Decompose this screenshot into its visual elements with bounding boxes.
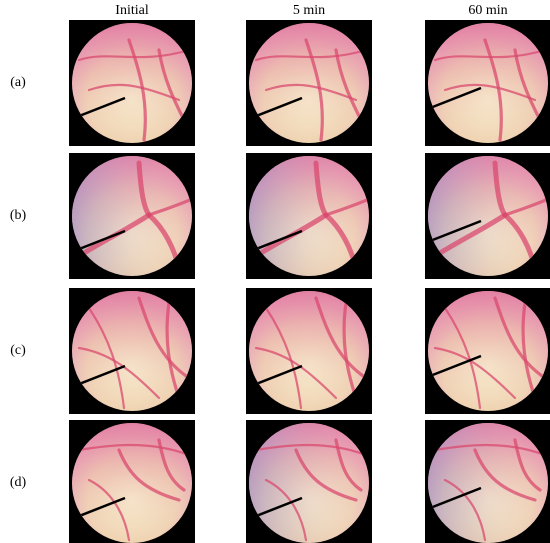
egg-view <box>249 23 369 143</box>
egg-shade <box>249 423 369 543</box>
needle <box>428 219 482 245</box>
vessel <box>521 301 537 400</box>
vessel <box>443 306 482 410</box>
vessel <box>264 83 358 102</box>
egg-view <box>72 291 192 411</box>
needle <box>428 354 482 380</box>
vessel <box>137 296 191 380</box>
vessel <box>483 38 503 142</box>
egg-shade <box>428 156 548 276</box>
egg-view <box>72 23 192 143</box>
egg-shade <box>249 156 369 276</box>
vessel <box>493 296 547 380</box>
vessel <box>314 296 368 380</box>
egg-shade <box>72 156 192 276</box>
egg-top <box>72 423 192 543</box>
egg-image <box>246 420 372 543</box>
vessel <box>254 48 368 62</box>
vessel <box>433 48 547 62</box>
egg-image <box>425 20 550 146</box>
vessel <box>433 443 547 457</box>
vessel <box>254 346 338 400</box>
egg-image <box>425 420 550 543</box>
vessel <box>264 306 303 410</box>
egg-image <box>69 420 195 543</box>
vessel <box>77 48 191 62</box>
vessel <box>334 438 363 492</box>
egg-shade <box>428 423 548 543</box>
egg-image <box>246 288 372 414</box>
vessel <box>473 448 537 502</box>
vessel <box>87 306 126 410</box>
vessel <box>254 443 368 457</box>
egg-image <box>425 153 550 279</box>
egg-top <box>428 23 548 143</box>
egg-view <box>428 156 548 276</box>
vessel <box>77 443 191 457</box>
column-header: Initial <box>115 3 149 18</box>
row-label: (c) <box>10 343 26 358</box>
egg-view <box>249 291 369 411</box>
egg-image <box>69 153 195 279</box>
egg-image <box>425 288 550 414</box>
vessel <box>294 448 358 502</box>
vessel <box>437 212 508 256</box>
row-label: (d) <box>10 475 27 490</box>
egg-image <box>69 288 195 414</box>
egg-view <box>428 423 548 543</box>
egg-view <box>72 156 192 276</box>
egg-image <box>246 20 372 146</box>
vessel <box>117 448 181 502</box>
vessel <box>443 83 537 102</box>
vessel <box>127 38 147 142</box>
column-header: 5 min <box>293 3 325 18</box>
vessel <box>87 83 181 102</box>
egg-view <box>72 423 192 543</box>
vessel <box>513 48 542 122</box>
image-grid <box>69 20 550 543</box>
row-label: (a) <box>10 75 26 90</box>
egg-top <box>72 23 192 143</box>
egg-top <box>249 23 369 143</box>
vessel <box>342 301 358 400</box>
vessel <box>157 48 186 122</box>
vessel <box>304 38 324 142</box>
egg-image <box>69 20 195 146</box>
egg-view <box>249 156 369 276</box>
egg-view <box>428 23 548 143</box>
column-header: 60 min <box>468 3 507 18</box>
vessel <box>334 48 363 122</box>
vessel <box>165 301 181 400</box>
vessel <box>433 346 517 400</box>
row-label: (b) <box>10 208 27 223</box>
vessel <box>157 438 186 492</box>
vessel <box>443 478 487 542</box>
egg-view <box>428 291 548 411</box>
egg-view <box>249 423 369 543</box>
column-headers: Initial 5 min 60 min <box>115 3 507 18</box>
needle <box>428 486 482 512</box>
vessel <box>513 438 542 492</box>
egg-image <box>246 153 372 279</box>
vessel <box>77 346 161 400</box>
row-labels: (a) (b) (c) (d) <box>10 75 27 490</box>
needle <box>428 86 482 112</box>
